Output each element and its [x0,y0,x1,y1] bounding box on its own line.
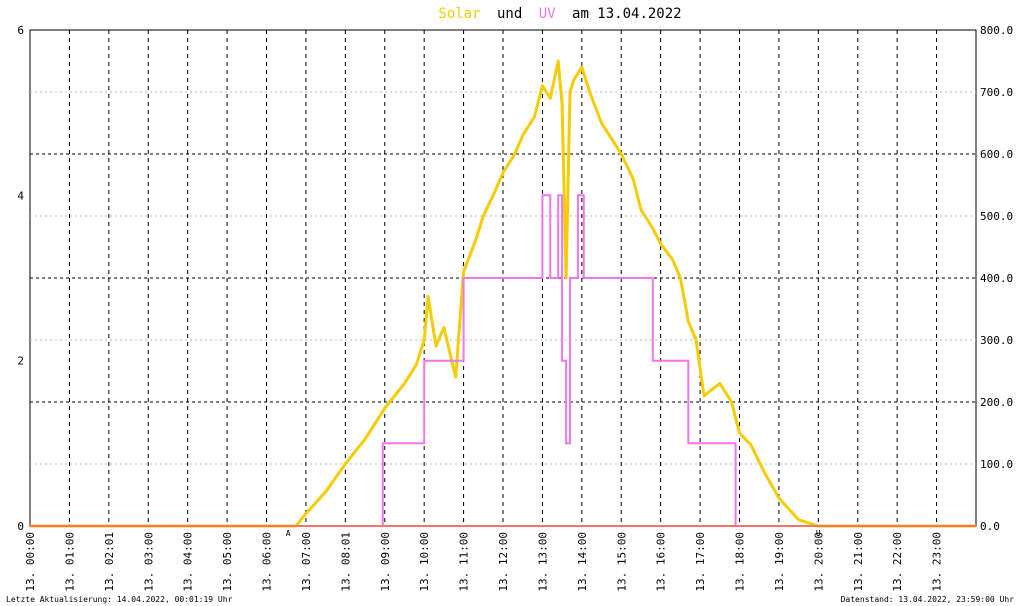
x-tick-label: 13. 04:00 [182,532,195,592]
y-right-tick-label: 200.0 [980,396,1013,409]
y-right-tick-label: 600.0 [980,148,1013,161]
x-tick-label: 13. 06:00 [261,532,274,592]
title-solar: Solar [438,6,480,22]
title-und: und [497,6,522,22]
sunset-marker: U [816,529,821,538]
x-tick-label: 13. 12:00 [497,532,510,592]
x-tick-label: 13. 18:00 [734,532,747,592]
x-tick-label: 13. 14:00 [576,532,589,592]
y-right-tick-label: 500.0 [980,210,1013,223]
footer-last-update: Letzte Aktualisierung: 14.04.2022, 00:01… [6,595,233,604]
title-date: am 13.04.2022 [572,6,682,22]
x-tick-label: 13. 19:00 [773,532,786,592]
chart-ticks: 0 2 4 6 0.0 100.0 200.0 300.0 400.0 500.0 600.0 700… [17,24,1013,592]
y-left-tick-label: 0 [17,520,24,533]
x-tick-label: 13. 15:00 [615,532,628,592]
x-tick-label: 13. 08:01 [339,532,352,592]
title-uv: UV [539,6,556,22]
x-tick-label: 13. 10:00 [418,532,431,592]
footer-data-status: Datenstand: 13.04.2022, 23:59:00 Uhr [841,595,1015,604]
x-tick-label: 13. 20:00 [812,532,825,592]
y-left-tick-label: 4 [17,189,24,202]
chart-series [30,59,976,528]
y-left-tick-label: 2 [17,355,24,368]
sunrise-marker: A [286,529,291,538]
y-right-tick-label: 0.0 [980,520,1000,533]
x-tick-label: 13. 22:00 [891,532,904,592]
x-tick-label: 13. 01:00 [63,532,76,592]
x-tick-label: 13. 17:00 [694,532,707,592]
y-right-tick-label: 100.0 [980,458,1013,471]
y-right-tick-label: 300.0 [980,334,1013,347]
x-tick-label: 13. 21:00 [852,532,865,592]
solar-series-line [30,59,976,528]
x-tick-label: 13. 16:00 [655,532,668,592]
x-tick-label: 13. 13:00 [536,532,549,592]
x-tick-label: 13. 00:00 [24,532,37,592]
chart-title: Solar und UV am 13.04.2022 [438,6,681,22]
x-tick-label: 13. 03:00 [142,532,155,592]
uv-series-line [30,194,976,527]
y-right-tick-label: 700.0 [980,86,1013,99]
x-tick-label: 13. 05:00 [221,532,234,592]
y-right-tick-label: 400.0 [980,272,1013,285]
y-right-tick-label: 800.0 [980,24,1013,37]
x-tick-label: 13. 23:00 [931,532,944,592]
y-left-tick-label: 6 [17,24,24,37]
x-tick-label: 13. 11:00 [458,532,471,592]
x-tick-label: 13. 07:00 [300,532,313,592]
x-tick-label: 13. 02:01 [103,532,116,592]
x-tick-label: 13. 09:00 [379,532,392,592]
